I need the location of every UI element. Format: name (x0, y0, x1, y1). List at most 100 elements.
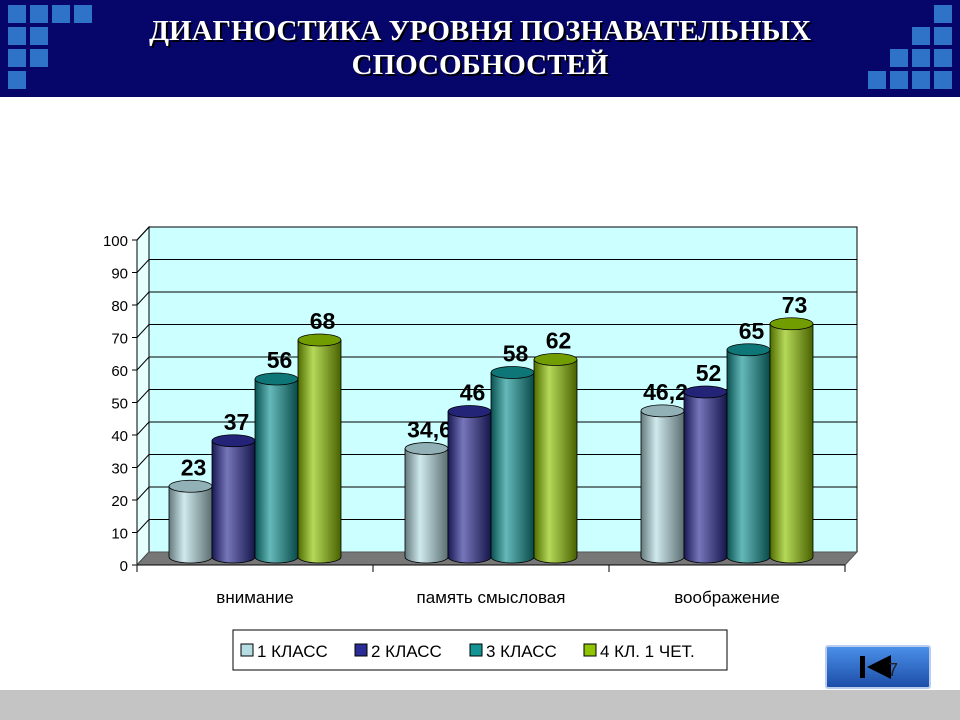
decor-square (8, 49, 26, 67)
bar-body (254, 378, 299, 564)
bar-body (769, 323, 814, 564)
data-label: 62 (546, 328, 572, 354)
bar-top (640, 404, 685, 418)
decor-square (8, 5, 26, 23)
legend-label: 2 КЛАСС (371, 642, 442, 661)
bar-body (490, 372, 535, 564)
decor-square (30, 5, 48, 23)
bar-4-2: 62 (533, 328, 578, 564)
bar-1-3: 46,2 (640, 379, 688, 564)
first-slide-button[interactable] (825, 645, 931, 689)
data-label: 34,6 (407, 417, 452, 443)
data-label: 58 (503, 341, 529, 367)
bar-3-1: 56 (254, 347, 299, 564)
gridline (136, 454, 857, 468)
first-slide-icon (860, 655, 891, 679)
gridline (136, 389, 857, 403)
slide-footer-bar (0, 690, 960, 720)
slide-title: ДИАГНОСТИКА УРОВНЯ ПОЗНАВАТЕЛЬНЫХ СПОСОБ… (0, 14, 960, 82)
gridline (136, 291, 857, 306)
bar-body (447, 411, 492, 564)
bar-3-3: 65 (726, 318, 771, 564)
decor-square (890, 71, 908, 89)
decor-square (934, 27, 952, 45)
x-category-label: память смысловая (417, 588, 566, 607)
gridline (136, 259, 857, 273)
bar-3-2: 58 (490, 341, 535, 564)
bar-4-3: 73 (769, 292, 814, 564)
gridline (136, 226, 857, 241)
bar-4-1: 68 (297, 308, 342, 564)
bar-top (683, 385, 728, 399)
decor-square (868, 71, 886, 89)
slide-number: 7 (888, 660, 899, 680)
title-line-2: СПОСОБНОСТЕЙ (351, 49, 609, 81)
y-tick-label: 0 (120, 558, 128, 575)
bar-body (683, 391, 728, 564)
legend-item-3: 3 КЛАСС (469, 642, 557, 661)
legend-label: 1 КЛАСС (257, 642, 328, 661)
x-category-label: внимание (216, 588, 293, 607)
x-category-label: воображение (674, 588, 780, 607)
bar-body (297, 339, 342, 564)
bar-2-2: 46 (447, 380, 492, 564)
legend-swatch (354, 643, 368, 657)
decor-square (30, 27, 48, 45)
y-tick-label: 100 (103, 233, 128, 250)
decor-square (8, 71, 26, 89)
gridline (136, 421, 857, 436)
data-label: 65 (739, 318, 765, 344)
y-tick-label: 80 (111, 298, 128, 315)
decor-square (912, 71, 930, 89)
decor-square (30, 49, 48, 67)
bar-top (726, 343, 771, 357)
decor-square (912, 27, 930, 45)
decor-square (8, 27, 26, 45)
y-tick-label: 90 (111, 266, 128, 283)
gridline (136, 486, 857, 501)
bar-1-2: 34,6 (404, 417, 452, 564)
data-label: 73 (782, 292, 808, 318)
y-tick-label: 60 (111, 363, 128, 380)
legend-item-4: 4 КЛ. 1 ЧЕТ. (583, 642, 695, 661)
data-label: 56 (267, 347, 293, 373)
y-tick-label: 30 (111, 461, 128, 478)
data-label: 46 (460, 380, 486, 406)
decor-square (934, 5, 952, 23)
bar-body (726, 349, 771, 564)
bar-top (211, 434, 256, 448)
data-label: 37 (224, 409, 250, 435)
bar-2-1: 37 (211, 409, 256, 564)
bar-top (447, 405, 492, 418)
data-label: 46,2 (643, 379, 688, 405)
legend-item-1: 1 КЛАСС (240, 642, 328, 661)
title-line-1: ДИАГНОСТИКА УРОВНЯ ПОЗНАВАТЕЛЬНЫХ (149, 15, 811, 47)
decor-square (74, 5, 92, 23)
legend-swatch (469, 643, 483, 657)
bar-body (211, 440, 256, 564)
gridline (136, 519, 857, 533)
bar-body (404, 448, 449, 564)
decor-square (934, 71, 952, 89)
data-label: 23 (181, 454, 207, 480)
y-tick-label: 10 (111, 526, 128, 543)
gridline (136, 356, 857, 371)
y-tick-label: 50 (111, 396, 128, 413)
bar-top (533, 353, 578, 366)
bar-body (533, 359, 578, 564)
bar-top (769, 317, 814, 331)
decor-square (890, 49, 908, 67)
bar-top (490, 366, 535, 379)
legend-swatch (240, 643, 254, 657)
legend-label: 4 КЛ. 1 ЧЕТ. (600, 642, 695, 661)
decor-square (52, 5, 70, 23)
slide-header: ДИАГНОСТИКА УРОВНЯ ПОЗНАВАТЕЛЬНЫХ СПОСОБ… (0, 0, 960, 97)
bar-top (254, 372, 299, 386)
y-tick-label: 20 (111, 493, 128, 510)
legend-swatch (583, 643, 597, 657)
legend-item-2: 2 КЛАСС (354, 642, 442, 661)
y-tick-label: 40 (111, 428, 128, 445)
bar-body (168, 485, 213, 564)
bar-top (168, 479, 213, 493)
bar-top (297, 333, 342, 347)
